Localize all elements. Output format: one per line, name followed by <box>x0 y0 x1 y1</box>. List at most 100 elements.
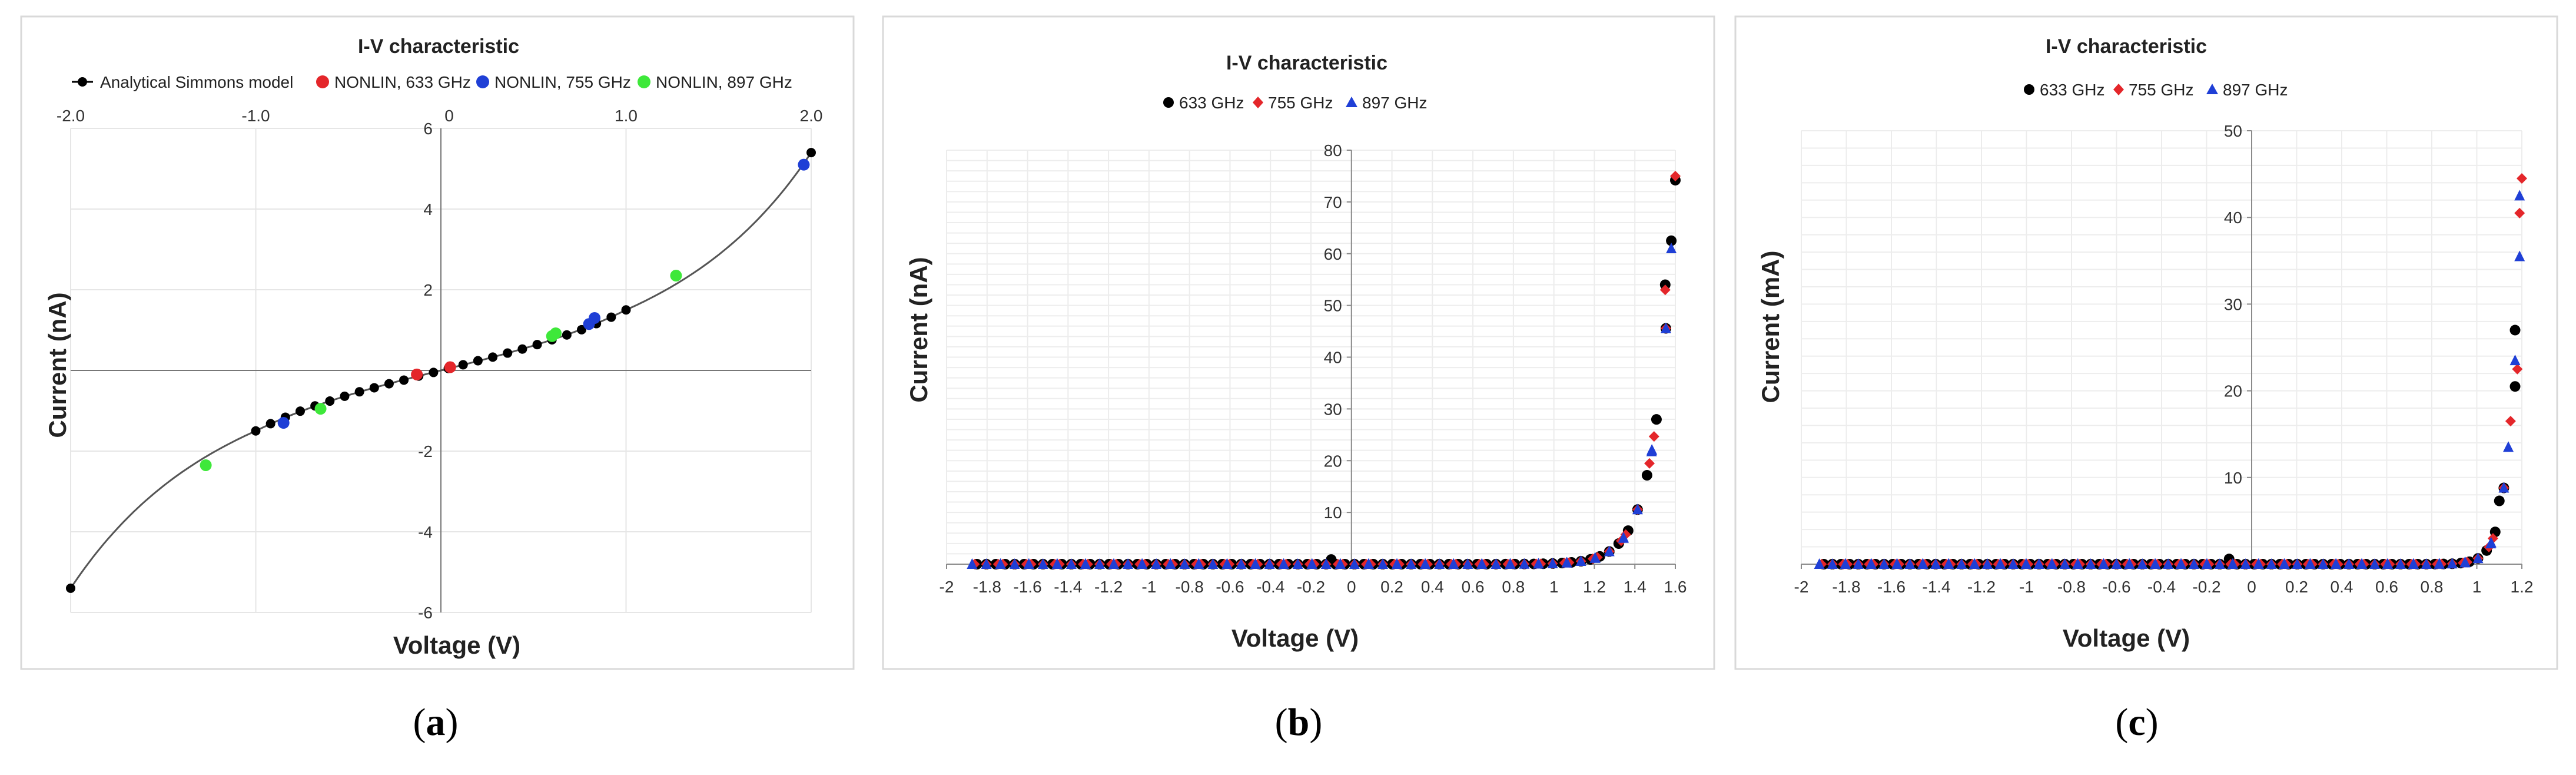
tick-b-x-11: 0.2 <box>1380 578 1403 596</box>
point-a-s3-0 <box>200 459 212 471</box>
point-c-s2-curve-12 <box>1917 558 1928 569</box>
tick-b-x-15: 1 <box>1549 578 1559 596</box>
tick-b-x-1: -1.8 <box>973 578 1001 596</box>
tick-c-x-14: 0.8 <box>2421 578 2444 596</box>
point-a-s0-15 <box>458 360 468 370</box>
legend-c-label-755: 755 GHz <box>2129 81 2194 99</box>
point-b-s2-curve-42 <box>1363 558 1374 569</box>
legend-c-label-897: 897 GHz <box>2223 81 2288 99</box>
point-b-s2-curve-66 <box>1589 552 1601 563</box>
point-b-s2-curve-25 <box>1207 558 1219 569</box>
tick-b-x-7: -0.6 <box>1216 578 1244 596</box>
tick-b-x-9: -0.2 <box>1297 578 1325 596</box>
point-b-s1-extra-0 <box>1670 170 1681 181</box>
tick-c-x-4: -1.2 <box>1967 578 1996 596</box>
point-b-s2-curve-18 <box>1136 558 1147 569</box>
point-b-s2-curve-64 <box>1575 555 1586 567</box>
point-b-s2-curve-15 <box>1108 558 1119 569</box>
tick-a-y-4: 2 <box>423 281 433 299</box>
point-b-s2-curve-3 <box>995 558 1006 569</box>
point-c-s2-extra-2 <box>2514 250 2525 261</box>
point-c-s2-curve-72 <box>2434 558 2445 569</box>
chart-b-ylabel: Current (nA) <box>905 257 932 402</box>
point-a-s0-25 <box>606 312 616 322</box>
point-b-s2-curve-73 <box>1660 322 1671 333</box>
point-b-s1-curve-71 <box>1644 458 1655 469</box>
point-b-s2-curve-27 <box>1221 558 1233 569</box>
tick-c-x-13: 0.6 <box>2375 578 2398 596</box>
point-a-s0-19 <box>517 344 527 354</box>
point-c-s2-curve-51 <box>2253 558 2264 569</box>
chart-c-frame <box>1734 15 2558 670</box>
point-b-s2-curve-54 <box>1476 558 1488 569</box>
point-c-s2-curve-6 <box>1865 558 1877 569</box>
point-b-s2-curve-28 <box>1236 558 1247 569</box>
point-b-s0-extra-2 <box>1666 235 1677 246</box>
point-a-s0-26 <box>621 305 631 315</box>
point-c-s2-curve-40 <box>2163 558 2174 569</box>
chart-panel-c: I-V characteristic -2 -1.8 -1.6 -1.4 -1.2 -1-… <box>1734 15 2558 670</box>
point-c-s2-curve-36 <box>2123 558 2135 569</box>
point-c-s2-curve-25 <box>2033 558 2044 569</box>
chart-b-grid <box>946 150 1676 564</box>
tick-c-y-2: 30 <box>2224 295 2242 313</box>
point-b-s2-curve-0 <box>967 558 978 569</box>
point-b-s2-curve-31 <box>1264 558 1275 569</box>
point-c-s2-curve-54 <box>2279 558 2290 569</box>
point-c-s2-curve-39 <box>2149 558 2160 569</box>
point-c-s2-curve-78 <box>2485 538 2497 549</box>
point-b-s2-curve-12 <box>1080 558 1091 569</box>
point-a-s2-3 <box>798 158 810 171</box>
tick-c-y-4: 50 <box>2224 122 2242 140</box>
point-c-s2-curve-52 <box>2266 558 2277 569</box>
chart-b-legend: 633 GHz 755 GHz 897 GHz <box>1163 94 1428 112</box>
point-c-s2-curve-49 <box>2240 558 2251 569</box>
point-b-s2-curve-39 <box>1335 558 1346 569</box>
point-b-s2-curve-24 <box>1193 558 1204 569</box>
tick-b-x-8: -0.4 <box>1256 578 1284 596</box>
point-b-s2-curve-19 <box>1151 558 1162 569</box>
point-c-s1-extra-2 <box>2514 207 2525 218</box>
chart-b-xlabel: Voltage (V) <box>1231 624 1359 652</box>
point-b-s2-curve-30 <box>1250 558 1261 569</box>
chart-a-ylabel: Current (nA) <box>44 292 71 438</box>
point-c-s2-curve-9 <box>1891 558 1903 569</box>
point-c-s2-curve-16 <box>1956 558 1967 569</box>
point-c-s2-curve-43 <box>2189 558 2200 569</box>
point-c-s2-curve-79 <box>2498 482 2509 493</box>
legend-c-label-633: 633 GHz <box>2040 81 2105 99</box>
point-a-s1-0 <box>411 368 423 380</box>
chart-a-data <box>66 148 816 593</box>
tick-b-x-0: -2 <box>940 578 954 596</box>
chart-b-title: I-V characteristic <box>1226 52 1387 74</box>
point-a-s0-1 <box>251 426 261 436</box>
chart-panel-b: I-V characteristic -2 -1.8 -1.6 -1.4 -1.2 -1 -… <box>882 15 1715 670</box>
tick-c-x-15: 1 <box>2472 578 2482 596</box>
tick-b-x-2: -1.6 <box>1013 578 1041 596</box>
tick-b-y-6: 70 <box>1324 193 1342 211</box>
point-b-s2-curve-13 <box>1094 558 1106 569</box>
tick-c-x-9: -0.2 <box>2192 578 2220 596</box>
point-b-s1-extra-1 <box>1659 284 1671 296</box>
tick-b-x-10: 0 <box>1347 578 1356 596</box>
point-b-s2-curve-22 <box>1179 558 1190 569</box>
point-c-s2-extra-0 <box>2503 441 2514 452</box>
tick-b-y-7: 80 <box>1324 141 1342 160</box>
point-b-s2-curve-21 <box>1165 558 1176 569</box>
point-c-s2-curve-46 <box>2214 558 2225 569</box>
point-b-s2-curve-58 <box>1519 558 1530 569</box>
chart-b-data <box>967 170 1681 569</box>
legend-b-marker-633 <box>1163 97 1174 108</box>
point-c-s2-curve-34 <box>2111 558 2122 569</box>
tick-a-x-3: 1.0 <box>615 107 638 125</box>
tick-b-y-5: 60 <box>1324 245 1342 263</box>
chart-a-legend: Analytical Simmons model NONLIN, 633 GHz… <box>72 73 792 91</box>
point-c-s2-extra-1 <box>2509 355 2521 366</box>
point-b-s2-curve-61 <box>1547 557 1558 568</box>
point-b-s2-curve-6 <box>1023 558 1034 569</box>
tick-c-x-2: -1.6 <box>1877 578 1906 596</box>
point-a-s0-20 <box>532 340 542 350</box>
tick-c-x-16: 1.2 <box>2511 578 2534 596</box>
point-c-s2-curve-33 <box>2098 558 2109 569</box>
point-c-s2-curve-58 <box>2318 558 2329 569</box>
